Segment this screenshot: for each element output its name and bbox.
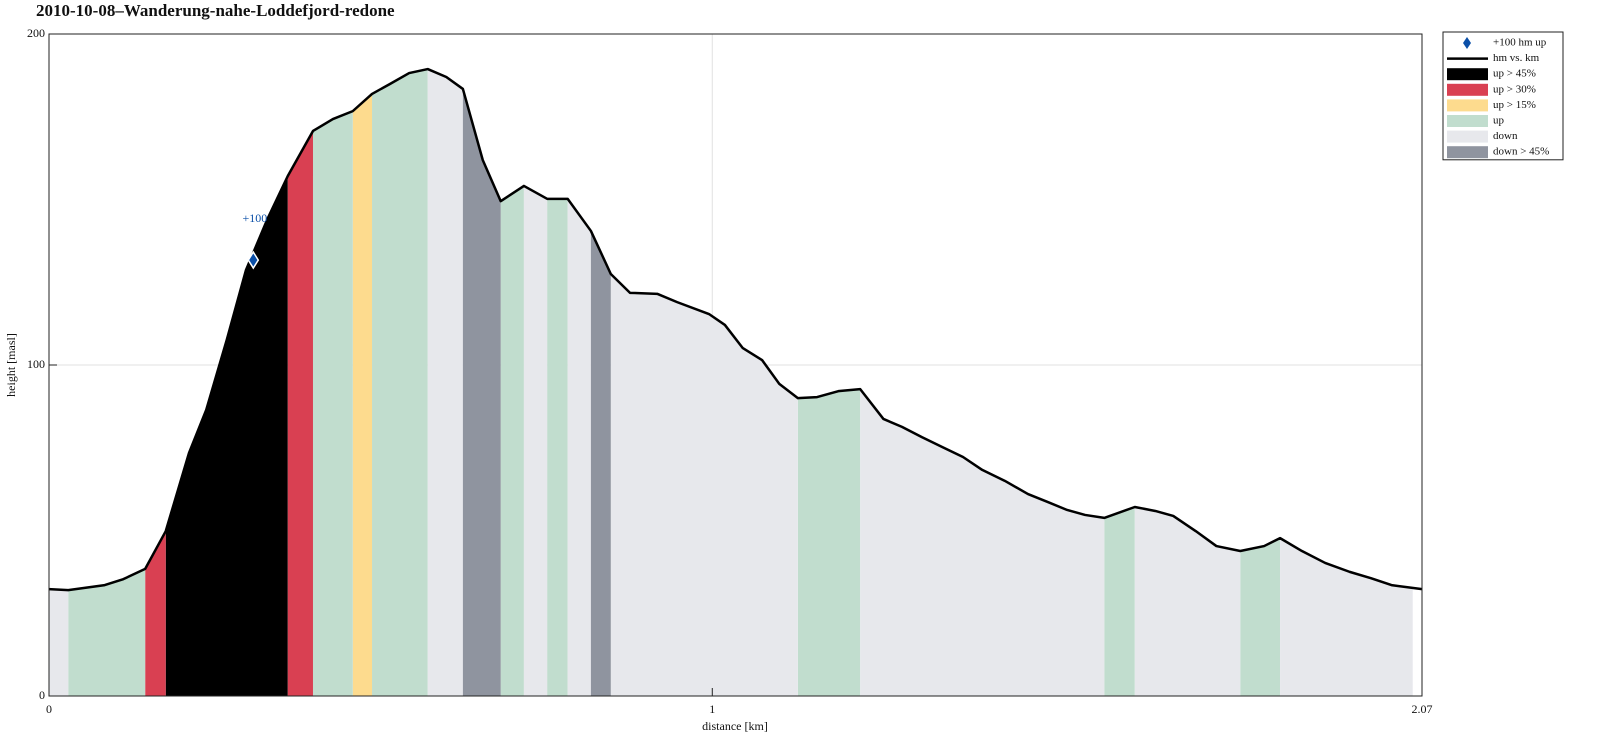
- legend-marker: [1463, 37, 1471, 49]
- grade-band: [165, 175, 288, 696]
- legend-swatch: [1447, 130, 1488, 143]
- legend-label: down > 45%: [1493, 146, 1549, 158]
- grade-band: [287, 130, 313, 696]
- grade-band: [68, 568, 146, 696]
- grade-band: [590, 230, 611, 696]
- y-axis-label: height [masl]: [4, 333, 18, 397]
- x-tick-label: 0: [46, 702, 52, 716]
- legend-swatch: [1447, 68, 1488, 81]
- grade-band: [372, 69, 428, 696]
- grade-band: [860, 389, 1105, 696]
- grade-band: [49, 589, 69, 696]
- grade-band: [797, 389, 861, 696]
- legend-swatch: [1447, 115, 1488, 127]
- y-tick-label: 0: [39, 688, 45, 702]
- grade-band: [1240, 538, 1281, 696]
- grade-band: [1280, 538, 1413, 696]
- marker: [247, 250, 260, 270]
- legend-label: +100 hm up: [1493, 37, 1547, 49]
- legend-label: up > 45%: [1493, 68, 1536, 80]
- legend-swatch: [1447, 146, 1488, 159]
- chart-title: 2010-10-08–Wanderung-nahe-Loddefjord-red…: [36, 1, 395, 20]
- y-tick-label: 200: [27, 26, 45, 40]
- profile-line: [48, 67, 1423, 592]
- legend-label: up: [1493, 115, 1505, 127]
- legend-label: up > 15%: [1493, 99, 1536, 111]
- legend-label: down: [1493, 130, 1518, 142]
- marker-label: +100: [243, 211, 268, 225]
- legend-label: hm vs. km: [1493, 52, 1540, 64]
- legend-swatch: [1447, 83, 1488, 96]
- grade-band: [312, 111, 353, 697]
- x-tick-label: 1: [709, 702, 715, 716]
- grade-band: [523, 185, 548, 696]
- grade-band: [462, 88, 501, 697]
- grade-band: [567, 198, 591, 696]
- grade-band: [1104, 506, 1135, 696]
- x-tick-label: 2.07: [1412, 702, 1433, 716]
- legend-swatch: [1447, 99, 1488, 112]
- grade-band: [1134, 506, 1241, 696]
- grade-band: [352, 93, 373, 696]
- y-tick-label: 100: [27, 357, 45, 371]
- grade-band: [547, 198, 568, 696]
- grade-band: [145, 531, 166, 696]
- legend-label: up > 30%: [1493, 83, 1536, 95]
- grade-band: [427, 69, 463, 696]
- x-axis-label: distance [km]: [702, 719, 768, 733]
- grade-band: [500, 185, 524, 696]
- grade-band: [610, 273, 798, 696]
